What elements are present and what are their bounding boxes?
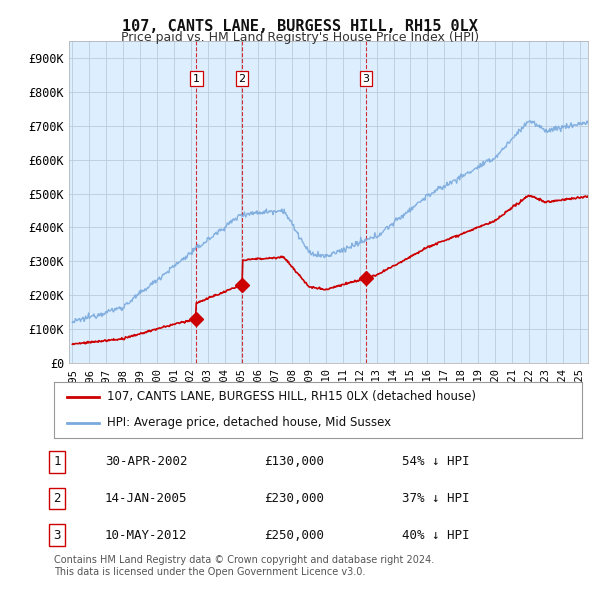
Text: 1: 1 (193, 74, 200, 84)
Text: Contains HM Land Registry data © Crown copyright and database right 2024.
This d: Contains HM Land Registry data © Crown c… (54, 555, 434, 577)
Text: 54% ↓ HPI: 54% ↓ HPI (402, 455, 470, 468)
Text: £230,000: £230,000 (264, 492, 324, 505)
Text: Price paid vs. HM Land Registry's House Price Index (HPI): Price paid vs. HM Land Registry's House … (121, 31, 479, 44)
Text: HPI: Average price, detached house, Mid Sussex: HPI: Average price, detached house, Mid … (107, 416, 391, 429)
Text: 2: 2 (53, 492, 61, 505)
Text: 3: 3 (53, 529, 61, 542)
Text: 3: 3 (362, 74, 370, 84)
Text: 37% ↓ HPI: 37% ↓ HPI (402, 492, 470, 505)
Text: £250,000: £250,000 (264, 529, 324, 542)
Text: 14-JAN-2005: 14-JAN-2005 (105, 492, 187, 505)
Text: 107, CANTS LANE, BURGESS HILL, RH15 0LX (detached house): 107, CANTS LANE, BURGESS HILL, RH15 0LX … (107, 391, 476, 404)
Text: £130,000: £130,000 (264, 455, 324, 468)
Text: 40% ↓ HPI: 40% ↓ HPI (402, 529, 470, 542)
Text: 1: 1 (53, 455, 61, 468)
Text: 2: 2 (239, 74, 245, 84)
Text: 10-MAY-2012: 10-MAY-2012 (105, 529, 187, 542)
Text: 30-APR-2002: 30-APR-2002 (105, 455, 187, 468)
Text: 107, CANTS LANE, BURGESS HILL, RH15 0LX: 107, CANTS LANE, BURGESS HILL, RH15 0LX (122, 19, 478, 34)
